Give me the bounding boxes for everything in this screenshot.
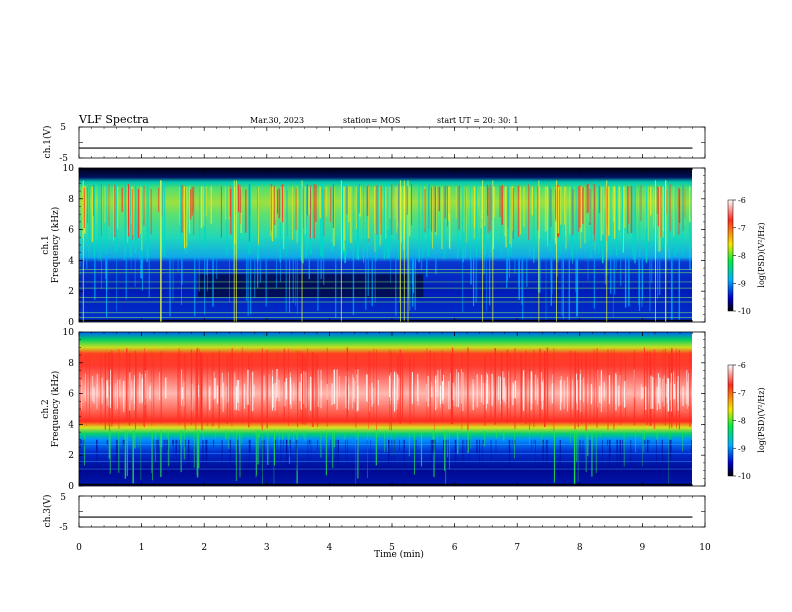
time-tick-label: 1 xyxy=(139,543,145,553)
freq-tick-label: 8 xyxy=(68,359,74,369)
ch1-spectrogram-ylabel-ch: ch.1 xyxy=(41,235,51,254)
ch3-voltage-ylabel: ch.3(V) xyxy=(42,495,53,528)
ch1-quiet-region xyxy=(197,274,424,298)
ch1-spectrogram-ylabel-freq: Frequency (kHz) xyxy=(50,207,61,284)
time-tick-label: 0 xyxy=(76,543,82,553)
time-axis: 0 1 2 3 4 5 6 7 8 9 10 xyxy=(76,126,711,553)
colorbar-tick-label: -10 xyxy=(738,307,751,316)
time-axis-label: Time (min) xyxy=(374,549,424,560)
ch1-spectrogram-panel: 0 2 4 6 8 10 ch.1 Frequency (kHz) xyxy=(41,164,706,328)
ch3-voltage-tick-top: 5 xyxy=(60,493,66,503)
ch2-spectrogram-panel: 0 2 4 6 8 10 ch.2 Frequency (kHz) xyxy=(41,328,706,492)
colorbar-tick-label: -6 xyxy=(738,196,746,205)
freq-tick-label: 0 xyxy=(68,482,74,492)
colorbar-tick-label: -10 xyxy=(738,472,751,481)
colorbar-tick-label: -9 xyxy=(738,279,746,288)
ch1-frequency-ticks: 0 2 4 6 8 10 xyxy=(63,164,705,328)
time-tick-label: 6 xyxy=(452,543,458,553)
ch2-frequency-ticks: 0 2 4 6 8 10 xyxy=(63,328,705,492)
ch1-voltage-frame xyxy=(78,126,706,159)
time-tick-label: 5 xyxy=(389,543,395,553)
ch2-colorbar-label: log(PSD)(V²/Hz) xyxy=(757,387,766,452)
colorbar-tick-label: -7 xyxy=(738,389,746,398)
ch1-colorbar-scale xyxy=(727,199,734,312)
freq-tick-label: 10 xyxy=(63,328,75,338)
colorbar-tick-label: -8 xyxy=(738,417,746,426)
freq-tick-label: 2 xyxy=(68,451,74,461)
ch2-spectrogram-background xyxy=(79,332,692,486)
time-tick-label: 7 xyxy=(514,543,520,553)
ch3-voltage-frame xyxy=(78,495,706,528)
ch1-colorbar: -6 -7 -8 -9 -10 log(PSD)(V²/Hz) xyxy=(727,196,766,316)
freq-tick-label: 10 xyxy=(63,164,75,174)
ch2-spectrogram-ylabel-ch: ch.2 xyxy=(41,399,51,418)
colorbar-tick-label: -6 xyxy=(738,361,746,370)
ch1-voltage-tick-bottom: -5 xyxy=(59,154,68,164)
time-tick-label: 10 xyxy=(699,543,711,553)
ch1-voltage-tick-top: 5 xyxy=(60,123,66,133)
ch2-colorbar-ticks: -6 -7 -8 -9 -10 xyxy=(733,361,751,481)
start-time-label: start UT = 20: 30: 1 xyxy=(437,116,518,125)
time-tick-label: 9 xyxy=(640,543,646,553)
colorbar-tick-label: -8 xyxy=(738,252,746,261)
time-tick-label: 2 xyxy=(201,543,207,553)
ch1-colorbar-label: log(PSD)(V²/Hz) xyxy=(757,222,766,287)
ch1-colorbar-ticks: -6 -7 -8 -9 -10 xyxy=(733,196,751,316)
colorbar-tick-label: -9 xyxy=(738,444,746,453)
freq-tick-label: 6 xyxy=(68,226,74,236)
colorbar-tick-label: -7 xyxy=(738,224,746,233)
freq-tick-label: 8 xyxy=(68,195,74,205)
freq-tick-label: 0 xyxy=(68,318,74,328)
ch2-no-data-strip xyxy=(692,332,705,486)
station-label: station= MOS xyxy=(343,116,400,125)
ch2-spectrogram-texture xyxy=(79,347,692,486)
ch2-colorbar: -6 -7 -8 -9 -10 log(PSD)(V²/Hz) xyxy=(727,361,766,481)
ch2-spectrogram-ylabel-freq: Frequency (kHz) xyxy=(50,371,61,448)
ch1-no-data-strip xyxy=(692,168,705,322)
freq-tick-label: 4 xyxy=(68,256,74,266)
date-label: Mar.30, 2023 xyxy=(250,116,304,125)
time-tick-label: 3 xyxy=(264,543,270,553)
time-tick-label: 8 xyxy=(577,543,583,553)
ch1-spectrogram-texture xyxy=(79,180,692,322)
freq-tick-label: 6 xyxy=(68,390,74,400)
freq-tick-label: 4 xyxy=(68,420,74,430)
figure-title: VLF Spectra xyxy=(78,113,149,126)
ch2-colorbar-scale xyxy=(727,364,734,477)
freq-tick-label: 2 xyxy=(68,287,74,297)
ch1-voltage-ylabel: ch.1(V) xyxy=(42,126,53,159)
ch3-voltage-tick-bottom: -5 xyxy=(59,523,68,533)
time-tick-label: 4 xyxy=(327,543,333,553)
